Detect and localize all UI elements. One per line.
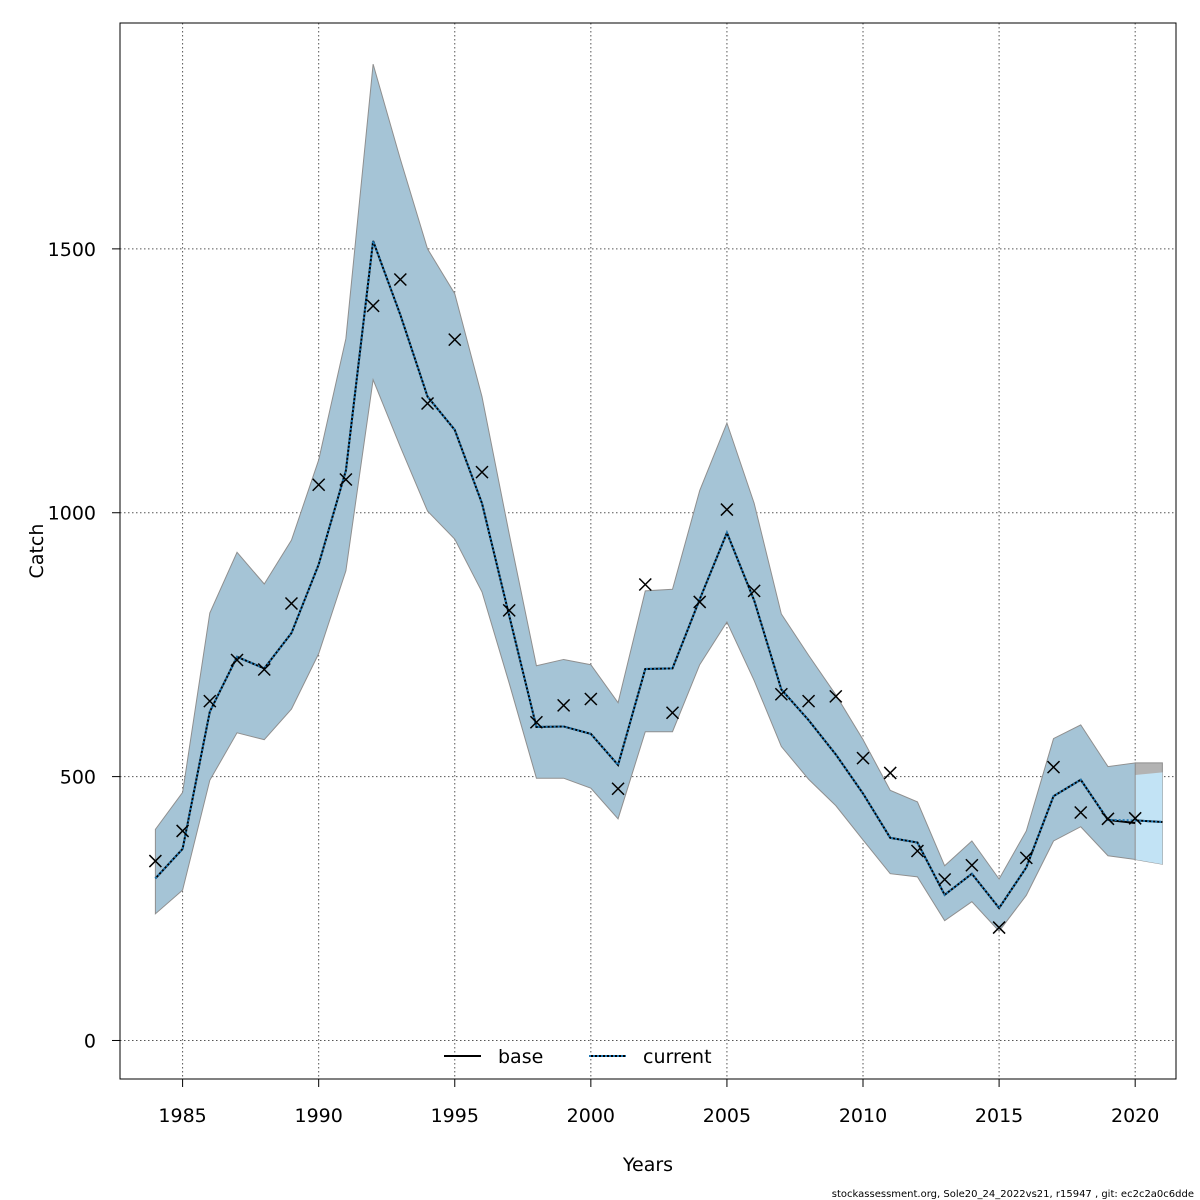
observed-point-2009 — [829, 689, 843, 703]
axis-ticks: 1985 1990 1995 2000 2005 2010 2015 2020 0 500 1000… — [48, 239, 1160, 1127]
observed-point-2001 — [611, 782, 625, 796]
observed-point-2012 — [910, 844, 924, 858]
observed-point-1994 — [421, 396, 435, 411]
y-axis-title: Catch — [26, 524, 48, 579]
x-tick-label-1995: 1995 — [431, 1105, 479, 1127]
observed-point-2002 — [638, 577, 652, 592]
observed-point-1995 — [448, 333, 462, 347]
observed-point-2005 — [720, 503, 734, 517]
observed-point-2006 — [747, 584, 761, 598]
observed-point-2019 — [1101, 812, 1115, 826]
x-tick-label-1985: 1985 — [158, 1105, 206, 1127]
observed-point-1987 — [230, 653, 244, 667]
observed-point-1984 — [148, 854, 162, 868]
observed-point-2011 — [883, 766, 897, 780]
observed-point-2008 — [802, 694, 816, 708]
observed-point-1997 — [502, 603, 516, 617]
observed-point-2017 — [1046, 760, 1061, 774]
observed-point-2007 — [774, 687, 788, 701]
legend: base current — [444, 1046, 712, 1068]
series-line-forecast — [1135, 819, 1163, 823]
observed-point-1993 — [393, 272, 407, 287]
y-tick-label-500: 500 — [60, 767, 96, 789]
observed-point-1986 — [203, 694, 217, 708]
observed-point-2004 — [693, 595, 707, 609]
observed-point-2000 — [584, 692, 598, 706]
y-tick-label-0: 0 — [84, 1030, 96, 1052]
observed-point-1989 — [284, 596, 298, 611]
legend-current-label: current — [643, 1046, 712, 1068]
x-tick-label-2020: 2020 — [1111, 1105, 1159, 1127]
observed-point-1991 — [339, 472, 353, 487]
observed-markers — [148, 272, 1142, 935]
band-current-forecast — [1135, 772, 1163, 865]
observed-point-1990 — [312, 478, 326, 492]
band-base — [154, 64, 1136, 933]
observed-point-1992 — [366, 299, 380, 313]
legend-base-label: base — [498, 1046, 543, 1068]
x-tick-label-2000: 2000 — [567, 1105, 615, 1127]
x-tick-label-1990: 1990 — [295, 1105, 343, 1127]
x-axis-title: Years — [622, 1154, 673, 1176]
x-tick-label-2005: 2005 — [703, 1105, 751, 1127]
x-tick-label-2015: 2015 — [975, 1105, 1023, 1127]
y-tick-label-1500: 1500 — [48, 239, 96, 261]
observed-point-2016 — [1019, 851, 1033, 865]
observed-point-1999 — [557, 698, 571, 712]
observed-point-2018 — [1074, 805, 1088, 820]
observed-point-1998 — [529, 715, 543, 729]
series-line-current — [154, 240, 1136, 910]
observed-point-2014 — [965, 858, 979, 872]
observed-point-1996 — [475, 465, 489, 479]
observed-point-2020 — [1128, 811, 1142, 825]
y-tick-label-1000: 1000 — [48, 503, 96, 525]
observed-point-2013 — [938, 872, 952, 887]
confidence-bands — [154, 64, 1163, 933]
series-lines — [154, 240, 1163, 910]
plot-frame — [119, 22, 1177, 1080]
x-tick-label-2010: 2010 — [839, 1105, 887, 1127]
observed-point-2003 — [665, 706, 680, 720]
observed-point-1985 — [176, 824, 190, 838]
observed-point-2015 — [992, 921, 1006, 935]
observed-point-1988 — [257, 662, 271, 677]
observed-point-2010 — [856, 751, 870, 765]
footer-note: stockassessment.org, Sole20_24_2022vs21,… — [832, 1189, 1194, 1200]
